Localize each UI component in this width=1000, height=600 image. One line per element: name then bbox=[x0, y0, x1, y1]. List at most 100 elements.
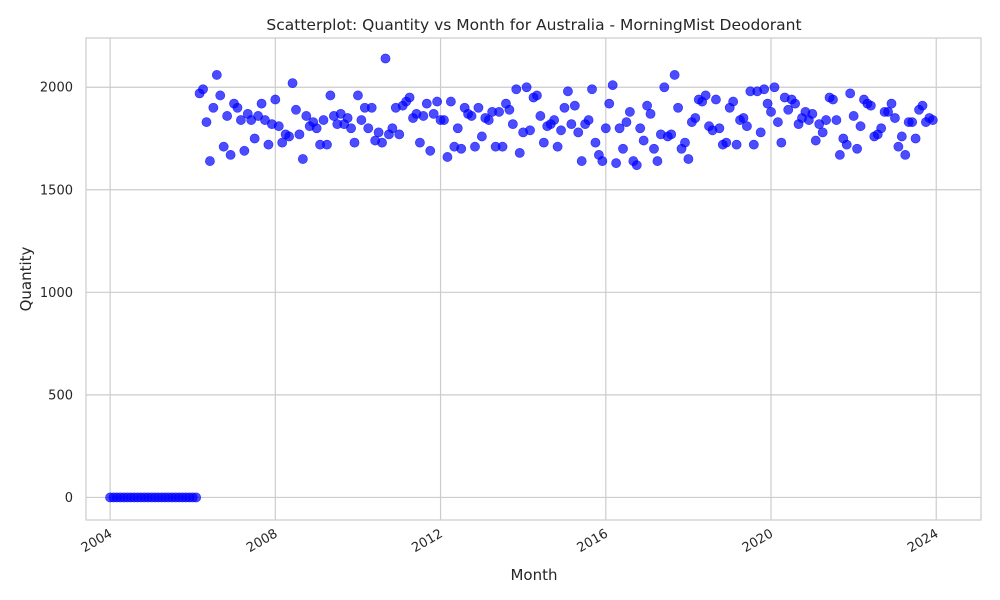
data-point bbox=[270, 94, 281, 105]
data-point bbox=[249, 133, 260, 144]
data-point bbox=[511, 84, 522, 95]
data-point bbox=[604, 98, 615, 109]
data-point bbox=[834, 150, 845, 160]
data-point bbox=[556, 125, 566, 136]
data-point bbox=[773, 117, 783, 127]
data-point bbox=[418, 111, 429, 121]
y-tick-label: 500 bbox=[48, 388, 73, 403]
data-point bbox=[552, 141, 563, 152]
data-point bbox=[425, 145, 436, 156]
data-point bbox=[821, 115, 831, 125]
data-point bbox=[714, 123, 725, 134]
data-point bbox=[810, 135, 821, 146]
data-point bbox=[645, 108, 656, 119]
data-point bbox=[890, 113, 900, 123]
data-point bbox=[404, 92, 415, 103]
data-point bbox=[731, 139, 742, 150]
data-point bbox=[618, 143, 628, 154]
data-point bbox=[886, 98, 897, 109]
data-point bbox=[225, 150, 236, 160]
data-point bbox=[783, 104, 794, 115]
data-point bbox=[236, 115, 246, 125]
data-point bbox=[514, 147, 525, 158]
data-point bbox=[191, 492, 202, 503]
data-point bbox=[387, 123, 398, 134]
data-point bbox=[284, 131, 294, 142]
data-point bbox=[318, 115, 329, 125]
data-point bbox=[466, 111, 477, 121]
data-point bbox=[831, 115, 842, 125]
data-point bbox=[456, 143, 467, 154]
y-axis-title: Quantity bbox=[17, 246, 35, 311]
data-point bbox=[325, 90, 336, 101]
data-point bbox=[680, 137, 690, 148]
data-point bbox=[900, 150, 911, 160]
data-point bbox=[669, 70, 680, 80]
data-point bbox=[652, 156, 663, 166]
data-point bbox=[683, 154, 694, 164]
data-point bbox=[504, 104, 515, 115]
data-point bbox=[349, 137, 360, 148]
data-point bbox=[273, 121, 284, 132]
data-point bbox=[535, 111, 546, 121]
data-point bbox=[690, 113, 701, 123]
y-tick-label: 2000 bbox=[40, 81, 73, 96]
data-point bbox=[353, 90, 363, 101]
data-point bbox=[291, 104, 301, 115]
data-point bbox=[232, 102, 243, 113]
data-point bbox=[377, 137, 387, 148]
data-point bbox=[748, 139, 759, 150]
data-point bbox=[494, 106, 504, 117]
data-point bbox=[373, 127, 384, 138]
data-point bbox=[470, 141, 480, 152]
data-point bbox=[700, 90, 711, 101]
data-point bbox=[624, 106, 635, 117]
x-axis-ticks: 2004 2008 2012 2016 2020 2024 bbox=[79, 526, 941, 556]
data-point bbox=[896, 131, 907, 142]
data-point bbox=[841, 139, 852, 150]
data-point bbox=[597, 156, 608, 166]
data-point bbox=[642, 100, 652, 111]
x-tick-label: 2020 bbox=[740, 526, 776, 556]
data-point bbox=[363, 123, 374, 134]
data-point bbox=[762, 98, 773, 109]
data-point bbox=[828, 94, 838, 105]
data-point bbox=[587, 84, 597, 95]
data-point bbox=[287, 78, 298, 89]
data-point bbox=[521, 82, 532, 93]
data-point bbox=[421, 98, 432, 109]
data-point bbox=[738, 113, 749, 123]
data-point bbox=[297, 154, 308, 164]
data-points bbox=[105, 53, 938, 503]
data-point bbox=[590, 137, 601, 148]
data-point bbox=[621, 117, 632, 127]
x-axis-title: Month bbox=[510, 566, 557, 584]
data-point bbox=[566, 119, 577, 130]
data-point bbox=[277, 137, 288, 148]
data-point bbox=[721, 137, 732, 148]
data-point bbox=[452, 123, 463, 134]
y-tick-label: 1500 bbox=[40, 183, 73, 198]
data-point bbox=[790, 98, 801, 109]
data-point bbox=[442, 152, 453, 162]
data-point bbox=[211, 70, 222, 80]
data-point bbox=[208, 102, 219, 113]
data-point bbox=[755, 127, 766, 138]
data-point bbox=[893, 141, 904, 152]
data-point bbox=[583, 115, 594, 125]
x-tick-label: 2004 bbox=[79, 526, 115, 556]
data-point bbox=[301, 111, 312, 121]
data-point bbox=[394, 129, 405, 140]
data-point bbox=[201, 117, 212, 127]
data-point bbox=[927, 115, 938, 125]
data-point bbox=[497, 141, 508, 152]
x-tick-label: 2016 bbox=[575, 526, 611, 556]
data-point bbox=[563, 86, 573, 97]
data-point bbox=[607, 80, 618, 91]
y-tick-label: 0 bbox=[65, 491, 73, 506]
data-point bbox=[614, 123, 625, 134]
data-point bbox=[855, 121, 866, 132]
data-point bbox=[766, 106, 776, 117]
data-point bbox=[549, 115, 560, 125]
